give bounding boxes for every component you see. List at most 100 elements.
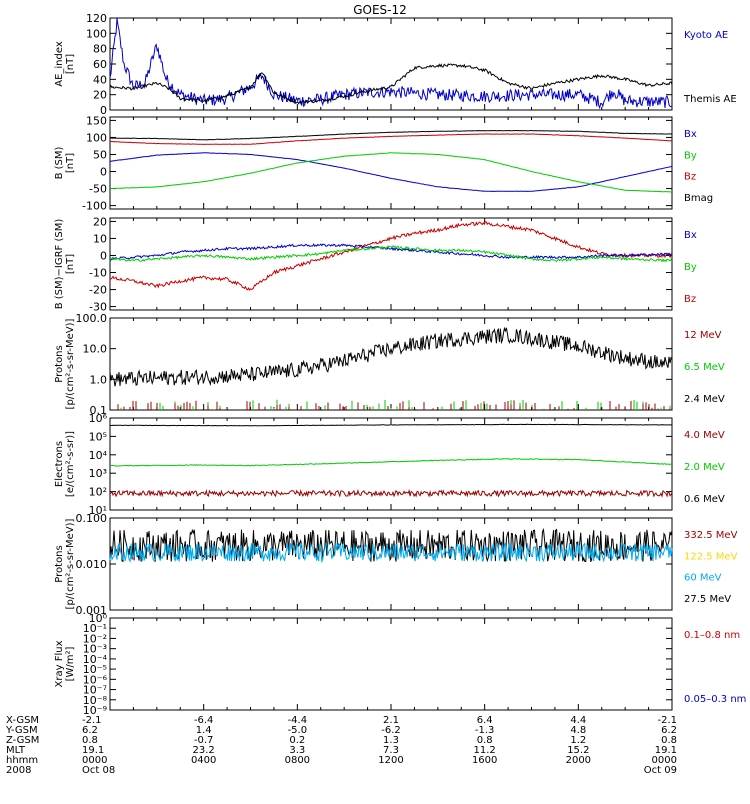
y-tick-label: 10⁻⁹: [83, 704, 107, 717]
legend-label: Themis AE: [683, 94, 737, 105]
y-tick-label: -10: [89, 267, 107, 280]
ephem-cell: 7.3: [383, 745, 399, 756]
legend-label: Bx: [684, 129, 697, 140]
legend-label: Bz: [684, 294, 696, 305]
ephem-cell: 1.3: [383, 735, 399, 746]
y-axis-label: B (SM)−IGRF (SM) [nT]: [54, 219, 76, 310]
ephem-cell: -2.1: [82, 715, 102, 726]
panel-frame: [109, 317, 673, 411]
y-tick-label: 10⁶: [89, 412, 108, 425]
panel-frame: [109, 116, 673, 210]
legend-label: 2.4 MeV: [684, 394, 725, 405]
y-tick-label: 10⁴: [89, 449, 108, 462]
legend-label: By: [684, 150, 697, 161]
y-axis-label-line1: Protons: [54, 345, 65, 382]
y-axis-label-line2: [p/(cm²-s-sr-MeV)]: [65, 518, 76, 609]
ephem-cell: -0.7: [194, 735, 214, 746]
y-axis-label-line2: [W/m²]: [65, 646, 76, 681]
ephem-row-label: hhmm: [6, 755, 38, 766]
legend-label: 0.6 MeV: [684, 494, 725, 505]
ephem-cell: 0800: [285, 755, 310, 766]
y-tick-label: 20: [93, 89, 107, 102]
series-line: [109, 541, 673, 564]
ephem-cell: 6.2: [82, 725, 98, 736]
y-axis-label-line1: B (SM)−IGRF (SM): [54, 219, 65, 310]
legend-label: Bmag: [684, 193, 713, 204]
y-tick-label: 1.0: [90, 373, 108, 386]
y-tick-label: 10⁰: [89, 612, 108, 625]
y-tick-label: 10⁵: [89, 430, 107, 443]
ephem-cell: 11.2: [474, 745, 496, 756]
y-axis-label: Xray Flux [W/m²]: [54, 640, 76, 687]
ephem-cell: 2.1: [383, 715, 399, 726]
ephem-cell: 19.1: [82, 745, 104, 756]
y-axis-label-line1: Protons: [54, 545, 65, 582]
ephem-cell: 4.4: [570, 715, 586, 726]
y-tick-label: -30: [89, 301, 107, 314]
ephem-cell: 1200: [378, 755, 403, 766]
y-axis-label: B (SM) [nT]: [54, 146, 76, 179]
y-axis-label-line2: [e/(cm²-s-sr)]: [65, 431, 76, 497]
y-axis-label-line1: B (SM): [54, 146, 65, 179]
y-tick-label: 10⁻⁶: [83, 673, 108, 686]
y-axis-label-line1: AE_index: [54, 41, 65, 87]
y-axis-label-line1: Electrons: [54, 441, 65, 487]
series-spikes: [114, 399, 671, 410]
ephem-row-label: MLT: [6, 745, 26, 756]
legend-label: 332.5 MeV: [684, 530, 738, 541]
legend-label: 0.05–0.3 nm: [684, 694, 746, 705]
ephem-cell: 0000: [652, 755, 677, 766]
y-tick-label: 10: [93, 232, 107, 245]
ephem-cell: Oct 09: [644, 765, 677, 776]
y-tick-label: 0.1: [90, 404, 108, 417]
legend-label: 122.5 MeV: [684, 551, 738, 562]
y-tick-label: 10⁻⁷: [83, 684, 107, 697]
ephem-cell: -5.0: [288, 725, 308, 736]
y-tick-label: -50: [89, 183, 107, 196]
y-tick-label: 0: [100, 166, 107, 179]
ephem-cell: 1.2: [570, 735, 586, 746]
y-tick-label: 10.0: [83, 343, 108, 356]
ephem-cell: -1.3: [475, 725, 495, 736]
series-line: [109, 423, 673, 427]
legend-label: Bx: [684, 230, 697, 241]
series-line: [109, 527, 673, 563]
panel-5: 10¹ 10² 10³ 10⁴ 10⁵ 10⁶ Electrons [e/(cm²-s-sr)…: [54, 412, 725, 517]
y-tick-label: 120: [86, 12, 107, 25]
legend-label: 4.0 MeV: [684, 430, 725, 441]
series-spikes: [117, 400, 671, 410]
ephem-cell: 3.3: [289, 745, 305, 756]
series-line: [109, 129, 673, 141]
ephem-cell: -6.2: [381, 725, 401, 736]
y-tick-label: 10¹: [89, 504, 107, 517]
ephem-cell: 0400: [191, 755, 216, 766]
ephem-cell: 23.2: [193, 745, 215, 756]
y-tick-label: 10³: [89, 467, 107, 480]
series-line: [110, 152, 673, 193]
panel-frame: [109, 17, 673, 111]
legend-label: Kyoto AE: [684, 30, 728, 41]
ephem-cell: 0.8: [477, 735, 493, 746]
ephem-cell: -2.1: [657, 715, 677, 726]
ephem-cell: Oct 08: [82, 765, 115, 776]
y-tick-label: 40: [93, 73, 107, 86]
legend-label: 0.1–0.8 nm: [684, 630, 740, 641]
y-tick-label: 100.0: [76, 312, 108, 325]
ephem-cell: 0000: [82, 755, 107, 766]
y-axis-label-line2: [nT]: [65, 54, 76, 74]
ephem-row-label: 2008: [6, 765, 31, 776]
y-tick-label: 100: [86, 27, 107, 40]
y-tick-label: 20: [93, 215, 107, 228]
y-tick-label: 0.100: [76, 512, 108, 525]
y-tick-label: 10⁻⁸: [83, 694, 108, 707]
ephem-cell: 4.8: [570, 725, 586, 736]
y-axis-label: AE_index [nT]: [54, 41, 76, 87]
panel-frame: [109, 217, 673, 311]
ephem-cell: 1.4: [196, 725, 212, 736]
ephem-cell: -4.4: [288, 715, 308, 726]
ephem-row-label: Y-GSM: [5, 725, 38, 736]
series-line: [109, 488, 673, 498]
